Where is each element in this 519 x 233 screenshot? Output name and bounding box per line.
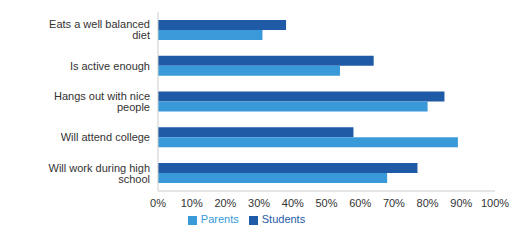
svg-text:100%: 100% [481, 197, 509, 209]
svg-text:Will attend college: Will attend college [61, 131, 150, 143]
svg-text:70%: 70% [383, 197, 405, 209]
svg-text:10%: 10% [181, 197, 203, 209]
svg-text:0%: 0% [150, 197, 166, 209]
html-text:Parents: Parents [200, 213, 239, 225]
svg-text:20%: 20% [214, 197, 236, 209]
svg-text:50%: 50% [315, 197, 337, 209]
svg-text:90%: 90% [450, 197, 472, 209]
svg-text:80%: 80% [417, 197, 439, 209]
svg-text:30%: 30% [248, 197, 270, 209]
svg-text:60%: 60% [349, 197, 371, 209]
svg-text:Will work during highschool: Will work during highschool [49, 162, 150, 185]
svg-text:Is active enough: Is active enough [70, 60, 150, 72]
svg-text:40%: 40% [282, 197, 304, 209]
svg-text:Hangs out with nicepeople: Hangs out with nicepeople [54, 90, 150, 113]
svg-text:Eats a well balanceddiet: Eats a well balanceddiet [49, 18, 150, 41]
html-text:Students: Students [261, 213, 306, 225]
